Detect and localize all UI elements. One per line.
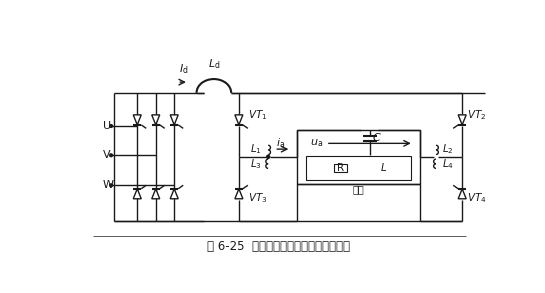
Circle shape — [110, 154, 112, 157]
Text: R: R — [337, 163, 344, 173]
Text: $i_\mathrm{a}$: $i_\mathrm{a}$ — [276, 136, 285, 150]
Text: W: W — [102, 180, 113, 190]
Text: V: V — [102, 150, 110, 160]
Text: $L_3$: $L_3$ — [250, 158, 262, 171]
Polygon shape — [235, 115, 243, 125]
Text: $L_2$: $L_2$ — [442, 142, 454, 156]
Text: $VT_3$: $VT_3$ — [248, 192, 268, 205]
Text: 负载: 负载 — [353, 184, 364, 194]
Polygon shape — [133, 189, 141, 199]
Polygon shape — [170, 189, 178, 199]
Circle shape — [110, 184, 112, 187]
Circle shape — [267, 155, 270, 158]
Bar — [306, 156, 410, 180]
Polygon shape — [235, 189, 243, 199]
Text: $L_1$: $L_1$ — [250, 142, 262, 156]
Text: U: U — [102, 121, 111, 131]
Circle shape — [110, 125, 112, 127]
Text: $L_4$: $L_4$ — [442, 158, 454, 171]
Polygon shape — [458, 115, 466, 125]
Bar — [296, 130, 420, 184]
Text: $VT_1$: $VT_1$ — [248, 108, 268, 122]
Text: $VT_4$: $VT_4$ — [467, 192, 487, 205]
Polygon shape — [152, 189, 160, 199]
Bar — [334, 164, 347, 172]
Text: $u_\mathrm{a}$: $u_\mathrm{a}$ — [311, 137, 324, 149]
Polygon shape — [133, 115, 141, 125]
Text: 图 6-25  中频感应加热电源主电路原理图: 图 6-25 中频感应加热电源主电路原理图 — [208, 241, 350, 253]
Text: $L_\mathrm{d}$: $L_\mathrm{d}$ — [208, 57, 220, 71]
Text: L: L — [381, 163, 387, 173]
Polygon shape — [152, 115, 160, 125]
Text: C: C — [373, 133, 380, 143]
Polygon shape — [170, 115, 178, 125]
Polygon shape — [458, 189, 466, 199]
Text: $I_\mathrm{d}$: $I_\mathrm{d}$ — [179, 62, 188, 76]
Text: $VT_2$: $VT_2$ — [467, 108, 486, 122]
